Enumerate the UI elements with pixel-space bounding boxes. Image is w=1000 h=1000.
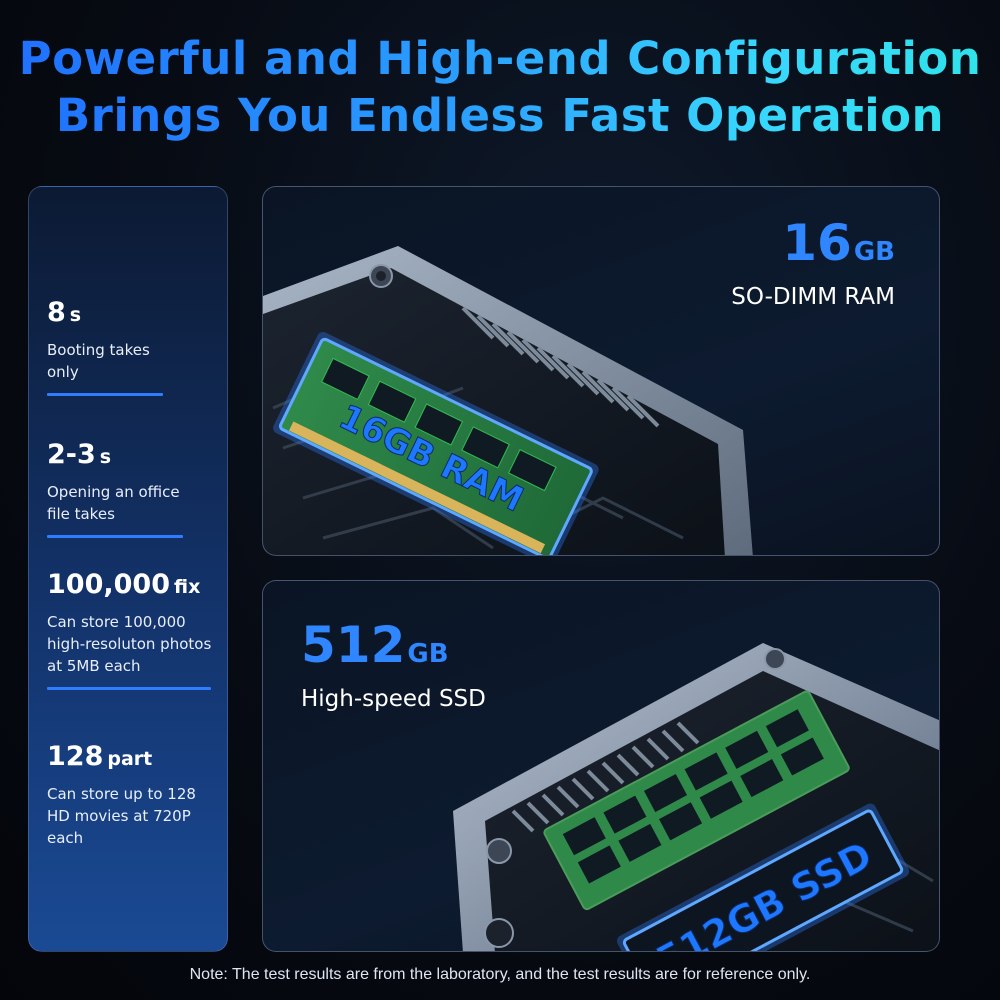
ssd-spec: 512GB High-speed SSD: [301, 617, 486, 714]
disclaimer-note: Note: The test results are from the labo…: [189, 966, 811, 983]
stat-unit: fix: [173, 576, 201, 598]
stat-description: Booting takes only: [47, 341, 150, 381]
stat-divider: [47, 687, 211, 690]
stat-movie-capacity: 128 part Can store up to 128 HD movies at…: [47, 741, 219, 849]
ssd-size: 512: [301, 616, 406, 674]
stat-unit: part: [107, 748, 153, 770]
ram-size-unit: GB: [853, 237, 895, 267]
ssd-type-label: High-speed SSD: [301, 686, 486, 712]
stat-value: 8: [47, 297, 66, 328]
stat-description: Opening an office file takes: [47, 483, 180, 523]
ram-card: 16GB RAM 16GB SO-DIMM RAM: [262, 186, 940, 556]
stat-description: Can store up to 128 HD movies at 720P ea…: [47, 785, 196, 847]
ssd-module-illustration: 512GB SSD: [453, 643, 939, 951]
ssd-card: 512GB SSD 512GB High-speed SSD: [262, 580, 940, 952]
stat-divider: [47, 535, 183, 538]
stat-unit: s: [69, 304, 82, 326]
headline: Powerful and High-end Configuration Brin…: [0, 30, 1000, 144]
headline-line-2: Brings You Endless Fast Operation: [55, 89, 945, 142]
stat-value: 100,000: [47, 569, 170, 600]
ram-module-illustration: 16GB RAM: [263, 246, 753, 555]
stat-photo-capacity: 100,000 fix Can store 100,000 high-resolu…: [47, 569, 219, 690]
ram-type-label: SO-DIMM RAM: [731, 284, 895, 310]
ram-size: 16: [782, 214, 852, 272]
stat-unit: s: [99, 446, 112, 468]
stat-description: Can store 100,000 high-resoluton photos …: [47, 613, 212, 675]
stat-divider: [47, 393, 163, 396]
headline-line-1: Powerful and High-end Configuration: [18, 32, 982, 85]
stat-file-open-time: 2-3 s Opening an office file takes: [47, 439, 219, 538]
ram-spec: 16GB SO-DIMM RAM: [731, 215, 895, 312]
stat-value: 128: [47, 741, 104, 772]
ssd-size-unit: GB: [407, 639, 449, 669]
stat-value: 2-3: [47, 439, 96, 470]
